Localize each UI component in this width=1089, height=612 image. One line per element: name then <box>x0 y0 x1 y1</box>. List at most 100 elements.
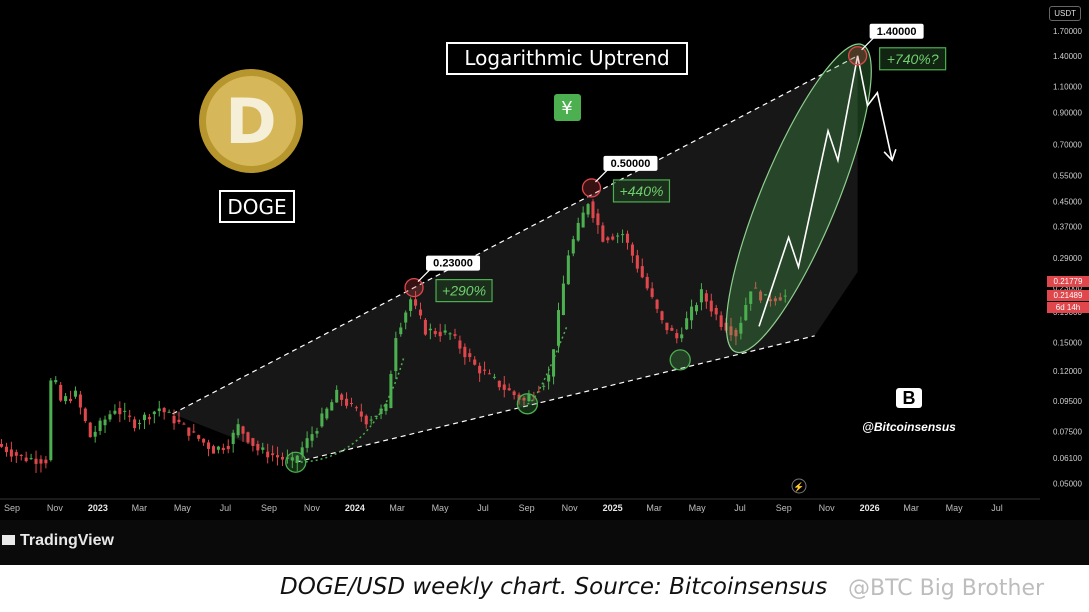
candle-body <box>754 287 758 289</box>
peak-price-box <box>426 255 481 271</box>
peak-price-label: 0.23000 <box>433 258 473 270</box>
time-tick-label: Nov <box>819 503 836 513</box>
low-marker <box>285 451 307 473</box>
candle-body <box>734 330 738 337</box>
candle-body <box>182 423 186 425</box>
time-tick-label: 2025 <box>603 503 623 513</box>
price-tick-label: 0.15000 <box>1053 338 1082 347</box>
lower-trendline <box>295 335 815 463</box>
price-chart: 1.70000 1.40000 1.10000 0.90000 0.70000 0.550… <box>0 23 1083 513</box>
candle-body <box>266 451 270 458</box>
candle-body <box>497 380 501 388</box>
candle-body <box>295 455 299 463</box>
candle-body <box>783 295 787 297</box>
candle-body <box>561 283 565 316</box>
candle-body <box>0 444 4 447</box>
candle-body <box>522 397 526 401</box>
candle-body <box>133 419 137 429</box>
gain-label: +290% <box>442 283 486 299</box>
time-tick-label: Jul <box>991 503 1003 513</box>
candle-body <box>547 374 551 382</box>
candle-body <box>54 380 58 383</box>
price-tick-label: 0.70000 <box>1053 141 1082 150</box>
candle-body <box>300 447 304 456</box>
symbol-label: DOGE <box>227 195 286 219</box>
price-tick-label: 0.55000 <box>1053 172 1082 181</box>
candle-body <box>69 398 73 402</box>
candle-body <box>290 457 294 461</box>
time-tick-label: Jul <box>734 503 746 513</box>
time-tick-label: 2026 <box>860 503 880 513</box>
candle-body <box>128 415 132 417</box>
candle-body <box>384 403 388 412</box>
candle-body <box>542 385 546 387</box>
candle-body <box>187 427 191 436</box>
candle-body <box>468 353 472 358</box>
candle-body <box>359 411 363 417</box>
time-tick-label: Jul <box>477 503 489 513</box>
candle-body <box>576 222 580 241</box>
candle-body <box>453 334 457 336</box>
candle-body <box>315 431 319 434</box>
candle-body <box>660 311 664 321</box>
candle-body <box>448 333 452 335</box>
price-tick-label: 1.70000 <box>1053 27 1082 36</box>
candle-body <box>192 431 196 433</box>
candle-body <box>221 447 225 451</box>
price-tick-label: 0.12000 <box>1053 367 1082 376</box>
price-tick-label: 1.40000 <box>1053 52 1082 61</box>
candle-body <box>389 373 393 409</box>
price-tick-label: 0.90000 <box>1053 108 1082 117</box>
candle-body <box>349 403 354 405</box>
price-tick-label: 0.37000 <box>1053 223 1082 232</box>
gain-label: +740%? <box>887 51 939 67</box>
price-tick-label: 0.29000 <box>1053 254 1082 263</box>
candle-body <box>276 455 280 458</box>
candle-body <box>552 349 556 377</box>
candle-body <box>167 411 171 413</box>
price-tick-label: 1.10000 <box>1053 83 1082 92</box>
time-tick-label: Mar <box>903 503 919 513</box>
candle-body <box>675 333 679 339</box>
time-tick-label: May <box>946 503 964 513</box>
time-tick-label: Sep <box>519 503 535 513</box>
peak-pointer <box>595 169 608 183</box>
current-price-tag: 0.21779 <box>1047 276 1089 287</box>
peak-marker <box>847 46 868 66</box>
candle-body <box>694 305 699 312</box>
time-tick-label: Nov <box>562 503 579 513</box>
peak-price-box <box>869 23 924 39</box>
time-tick-label: Jul <box>220 503 232 513</box>
candle-body <box>749 291 753 304</box>
candle-body <box>463 346 467 358</box>
tradingview-icon <box>2 535 15 545</box>
money-icon <box>554 94 581 121</box>
candle-body <box>325 408 329 419</box>
price-tick-label: 0.09500 <box>1053 397 1082 406</box>
candle-body <box>616 235 620 237</box>
candle-body <box>369 419 373 421</box>
candle-body <box>354 407 358 409</box>
candle-body <box>665 322 669 331</box>
tradingview-logo[interactable]: TradingView <box>2 532 114 550</box>
doge-coin-inner <box>206 76 296 166</box>
candle-body <box>566 255 570 285</box>
peak-price-box <box>603 155 658 171</box>
candle-body <box>113 410 117 414</box>
gain-box <box>879 47 947 71</box>
candle-body <box>719 315 723 327</box>
doge-label-inner <box>221 192 293 221</box>
candle-body <box>423 319 427 335</box>
candle-body <box>93 431 97 437</box>
projection-arrow <box>883 149 897 162</box>
candle-body <box>487 373 492 375</box>
candle-body <box>162 408 166 413</box>
candle-body <box>138 423 142 425</box>
candle-body <box>709 300 713 312</box>
candle-body <box>581 212 585 228</box>
candle-body <box>364 415 368 425</box>
candle-body <box>739 322 743 334</box>
candle-body <box>714 307 718 315</box>
doge-coin-glyph: D <box>225 85 276 158</box>
candle-body <box>699 289 703 303</box>
